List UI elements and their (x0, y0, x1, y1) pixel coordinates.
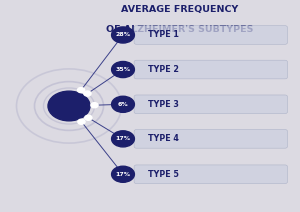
Circle shape (112, 61, 134, 78)
Text: TYPE 3: TYPE 3 (148, 100, 179, 109)
Text: TYPE 4: TYPE 4 (148, 134, 179, 143)
Text: 17%: 17% (116, 136, 130, 141)
Text: TYPE 5: TYPE 5 (148, 170, 179, 179)
Circle shape (77, 88, 85, 93)
Text: TYPE 2: TYPE 2 (148, 65, 179, 74)
FancyBboxPatch shape (134, 60, 287, 79)
Circle shape (78, 119, 85, 124)
Circle shape (112, 166, 134, 182)
Text: AVERAGE FREQUENCY: AVERAGE FREQUENCY (122, 5, 238, 14)
Circle shape (112, 27, 134, 43)
Text: 6%: 6% (118, 102, 128, 107)
FancyBboxPatch shape (134, 26, 287, 44)
Text: OF ALZHEIMER'S SUBTYPES: OF ALZHEIMER'S SUBTYPES (106, 25, 254, 34)
Circle shape (48, 91, 90, 121)
Text: 17%: 17% (116, 172, 130, 177)
FancyBboxPatch shape (134, 95, 287, 114)
FancyBboxPatch shape (134, 130, 287, 148)
Circle shape (91, 103, 98, 108)
Text: 35%: 35% (116, 67, 130, 72)
Text: 28%: 28% (116, 32, 130, 38)
FancyBboxPatch shape (134, 165, 287, 184)
Circle shape (112, 96, 134, 112)
Circle shape (84, 91, 91, 96)
Circle shape (112, 131, 134, 147)
Text: TYPE 1: TYPE 1 (148, 31, 179, 39)
Circle shape (85, 115, 92, 120)
